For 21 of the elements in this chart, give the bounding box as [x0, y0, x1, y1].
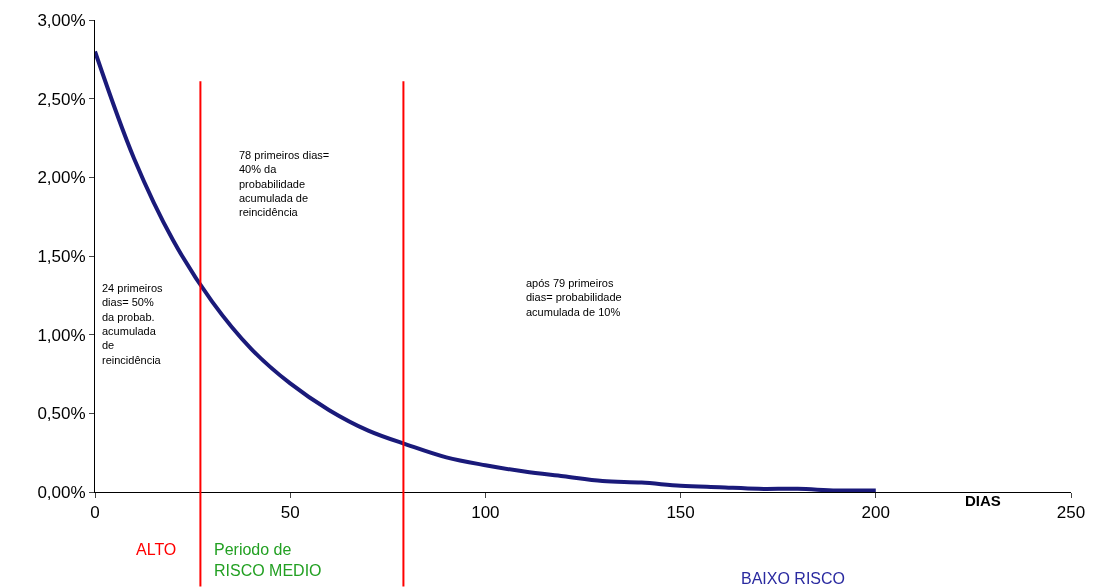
text: Periodo de RISCO MEDIO: [214, 541, 322, 579]
y-tick-label: 1,00%: [37, 325, 86, 345]
y-tick-label: 0,00%: [37, 482, 86, 502]
x-tick-label: 50: [280, 503, 300, 523]
text: ALTO: [136, 541, 177, 558]
y-tick-label: 3,00%: [37, 10, 86, 30]
y-tick-label: 0,50%: [37, 404, 86, 424]
y-tick-label: 1,50%: [37, 246, 86, 266]
annotation: 78 primeiros dias= 40% da probabilidade acumulada de reincidência: [239, 149, 330, 219]
y-tick-label: 2,00%: [37, 168, 86, 188]
annotation: após 79 primeiros dias= probabilidade acumulada de 10%: [526, 277, 622, 318]
text: BAIXO RISCO: [741, 570, 846, 587]
x-tick-label: 250: [1056, 503, 1086, 523]
x-tick-label: 100: [471, 503, 500, 523]
annotation: 24 primeiros dias= 50% da probab. acumulada de reincidência: [102, 282, 164, 366]
x-tick-label: 0: [90, 503, 100, 523]
x-tick-label: 200: [861, 503, 890, 523]
x-tick-label: 150: [666, 503, 695, 523]
y-tick-label: 2,50%: [37, 89, 86, 109]
x-axis-title: DIAS: [965, 492, 1001, 509]
line-series: [95, 49, 878, 492]
